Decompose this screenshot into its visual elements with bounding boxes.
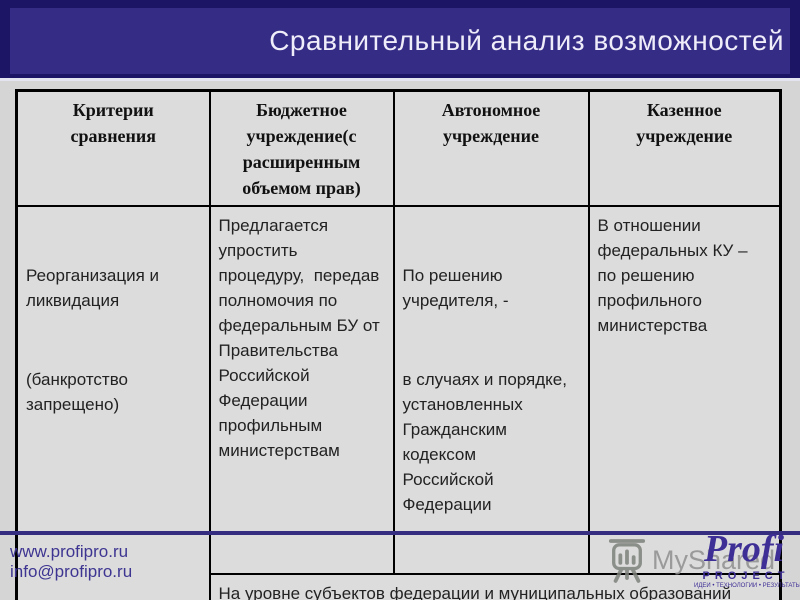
footer-website: www.profipro.ru [10, 542, 129, 561]
table-row: Реорганизация и ликвидация (банкротство … [15, 205, 782, 600]
profi-tagline: ИДЕИ • ТЕХНОЛОГИИ • РЕЗУЛЬТАТЫ [694, 583, 800, 589]
table-header-row: Критерии сравнения Бюджетное учреждение(… [15, 89, 782, 207]
cell-budget: Предлагается упростить процедуру, переда… [208, 205, 395, 575]
title-bar-inner: Сравнительный анализ возможностей [10, 8, 790, 74]
presentation-chart-icon [608, 539, 646, 583]
cell-criteria: Реорганизация и ликвидация (банкротство … [15, 205, 211, 600]
column-header-treasury-institution: Казенное учреждение [587, 89, 782, 207]
cell-autonomous: По решению учредителя, - в случаях и пор… [392, 205, 590, 575]
column-header-budget-institution: Бюджетное учреждение(с расширенным объем… [208, 89, 395, 207]
title-bar: Сравнительный анализ возможностей [0, 0, 800, 78]
column-header-autonomous-institution: Автономное учреждение [392, 89, 590, 207]
column-header-criteria: Критерии сравнения [15, 89, 211, 207]
profi-wordmark: Profi [703, 528, 785, 570]
footer-divider [0, 531, 800, 535]
myshared-watermark: MyShared [608, 537, 775, 583]
autonomous-note: в случаях и порядке, установленных Гражд… [402, 370, 568, 514]
footer-contacts: www.profipro.ru info@profipro.ru [10, 542, 132, 582]
profi-project-label: PROJECT [702, 570, 790, 582]
footer-email: info@profipro.ru [10, 562, 133, 581]
autonomous-text: По решению учредителя, - [402, 266, 509, 310]
profi-logo: Profi PROJECT ИДЕИ • ТЕХНОЛОГИИ • РЕЗУЛЬ… [694, 528, 800, 590]
title-bar-highlight [0, 78, 800, 81]
cell-treasury: В отношении федеральных КУ – по решению … [587, 205, 782, 575]
comparison-table: Критерии сравнения Бюджетное учреждение(… [15, 89, 782, 600]
criteria-note: (банкротство запрещено) [26, 370, 128, 414]
myshared-label: MyShared [652, 544, 776, 575]
slide-title: Сравнительный анализ возможностей [269, 25, 784, 56]
table-merged-row: На уровне субъектов федерации и муниципа… [17, 573, 782, 600]
cell-merged-note: На уровне субъектов федерации и муниципа… [208, 573, 782, 600]
criteria-text: Реорганизация и ликвидация [26, 266, 160, 310]
